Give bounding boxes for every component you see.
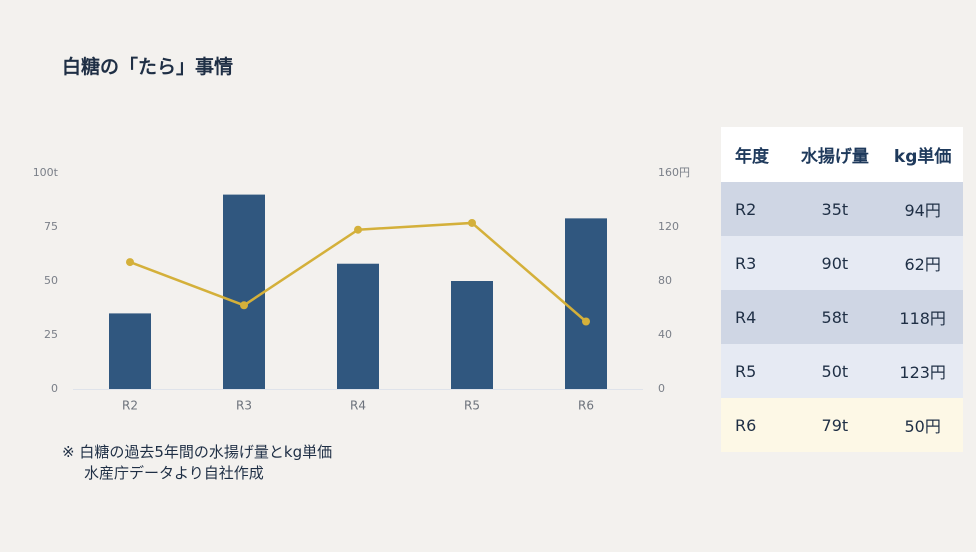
- table-cell: 58t: [787, 290, 883, 344]
- bar: [565, 218, 607, 389]
- table-cell: R4: [721, 290, 788, 344]
- line-point: [240, 301, 248, 310]
- y2-tick-label: 120: [658, 220, 679, 233]
- table-row: R5 50t 123円: [721, 344, 963, 398]
- y-tick-label: 75: [44, 220, 58, 233]
- y-tick-label: 100t: [33, 166, 59, 179]
- x-tick-label: R3: [236, 399, 252, 413]
- table-row: R6 79t 50円: [721, 398, 963, 452]
- bar: [337, 263, 379, 389]
- table-cell: 35t: [787, 182, 883, 236]
- bar: [109, 313, 151, 389]
- table-cell: 50t: [787, 344, 883, 398]
- table-cell: 123円: [882, 344, 963, 398]
- table-row: R3 90t 62円: [721, 236, 963, 290]
- y-tick-label: 25: [44, 328, 58, 341]
- data-table: 年度 水揚げ量 kg単価 R2 35t 94円 R3 90t 62円 R4 58t 118円 R5 50t…: [721, 127, 963, 452]
- note: ※ 白糖の過去5年間の水揚げ量とkg単価 水産庁データより自社作成: [62, 442, 332, 484]
- table-cell: R6: [721, 398, 788, 452]
- table-header-cell: kg単価: [882, 127, 963, 182]
- table-header-cell: 年度: [721, 127, 788, 182]
- table-cell: 90t: [787, 236, 883, 290]
- table-cell: 50円: [882, 398, 963, 452]
- table-header: 年度 水揚げ量 kg単価: [721, 127, 963, 182]
- note-line: 水産庁データより自社作成: [84, 464, 264, 482]
- line-point: [582, 317, 590, 326]
- table-row: R2 35t 94円: [721, 182, 963, 236]
- note-line: ※ 白糖の過去5年間の水揚げ量とkg単価: [62, 443, 333, 461]
- table-header-cell: 水揚げ量: [787, 127, 883, 182]
- line-point: [354, 225, 362, 234]
- table-cell: 62円: [882, 236, 963, 290]
- x-tick-label: R4: [350, 399, 366, 413]
- table-cell: R5: [721, 344, 788, 398]
- y-tick-label: 50: [44, 274, 58, 287]
- line-point: [468, 218, 476, 227]
- table-cell: R2: [721, 182, 788, 236]
- table-cell: R3: [721, 236, 788, 290]
- table-cell: 118円: [882, 290, 963, 344]
- table-cell: 94円: [882, 182, 963, 236]
- y2-tick-label: 0: [658, 382, 665, 395]
- y2-tick-label: 40: [658, 328, 672, 341]
- x-tick-label: R6: [578, 399, 594, 413]
- y-tick-label: 0: [51, 382, 58, 395]
- slide-title: 白糖の「たら」事情: [62, 56, 234, 78]
- x-tick-label: R5: [464, 399, 480, 413]
- y2-tick-label: 160円: [658, 166, 690, 179]
- bar: [223, 194, 265, 389]
- bar: [451, 281, 493, 389]
- line-point: [126, 258, 134, 267]
- table-row: R4 58t 118円: [721, 290, 963, 344]
- x-tick-label: R2: [122, 399, 138, 413]
- table-cell: 79t: [787, 398, 883, 452]
- y2-tick-label: 80: [658, 274, 672, 287]
